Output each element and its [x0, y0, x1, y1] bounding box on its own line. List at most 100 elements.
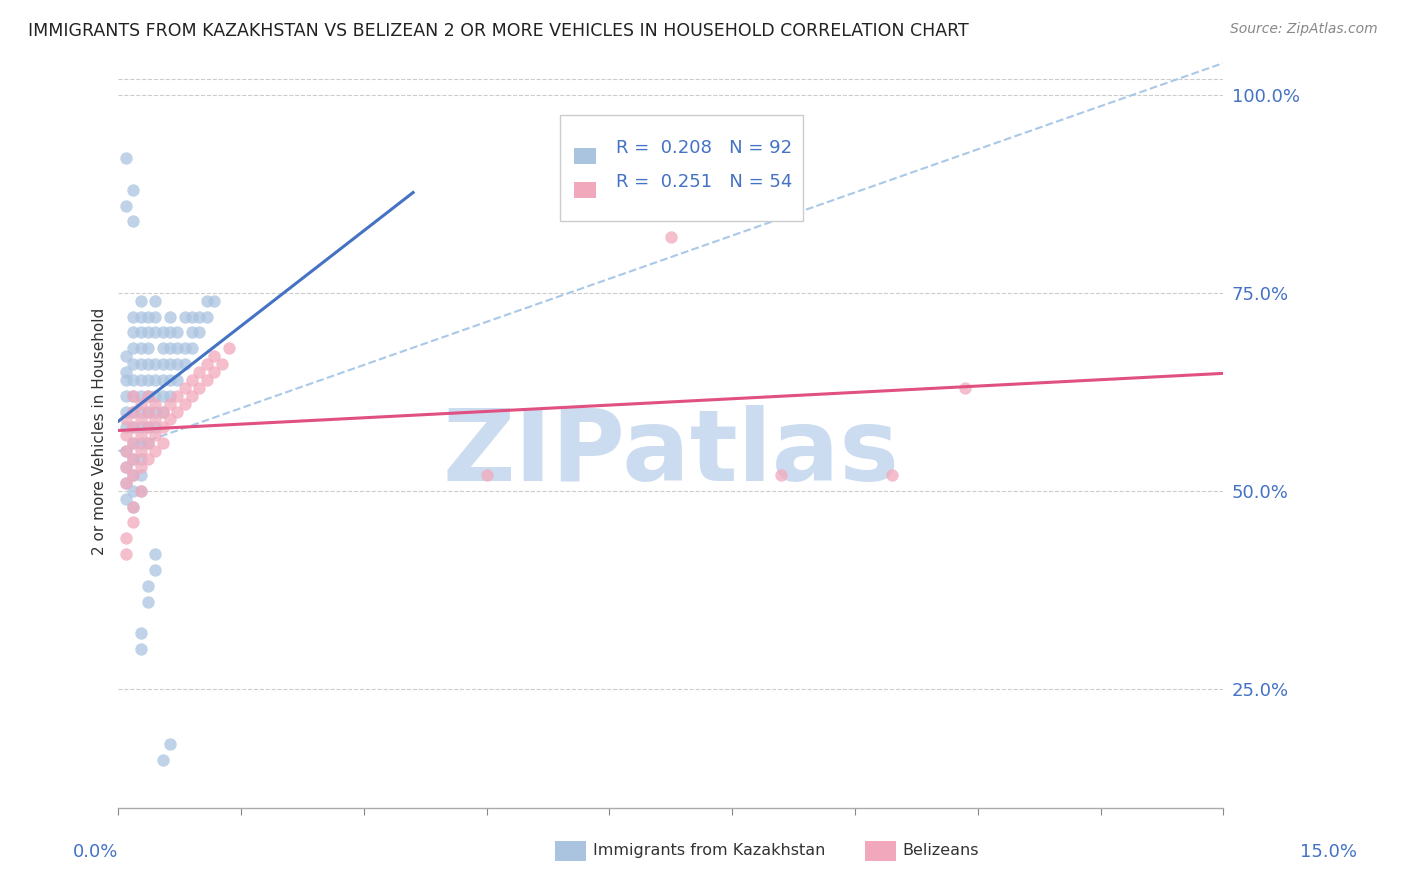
- Point: [122, 404, 145, 418]
- Point: [114, 373, 136, 387]
- Y-axis label: 2 or more Vehicles in Household: 2 or more Vehicles in Household: [93, 308, 107, 555]
- Point: [181, 373, 204, 387]
- Point: [195, 310, 218, 324]
- Point: [152, 753, 174, 767]
- Text: 15.0%: 15.0%: [1301, 843, 1357, 861]
- Point: [195, 357, 218, 371]
- Point: [136, 341, 159, 355]
- Point: [114, 475, 136, 490]
- Point: [202, 349, 225, 363]
- Point: [122, 467, 145, 482]
- Point: [166, 389, 188, 403]
- Point: [143, 547, 166, 561]
- Point: [159, 397, 181, 411]
- Point: [129, 483, 152, 498]
- Point: [136, 420, 159, 434]
- Point: [143, 357, 166, 371]
- Point: [136, 452, 159, 467]
- Point: [143, 420, 166, 434]
- Point: [114, 404, 136, 418]
- Point: [129, 642, 152, 657]
- Point: [136, 389, 159, 403]
- Point: [114, 444, 136, 458]
- Point: [195, 373, 218, 387]
- Point: [136, 357, 159, 371]
- Point: [880, 467, 903, 482]
- Point: [143, 293, 166, 308]
- Point: [114, 151, 136, 165]
- Point: [122, 483, 145, 498]
- Point: [122, 467, 145, 482]
- Point: [136, 420, 159, 434]
- Point: [136, 579, 159, 593]
- Point: [659, 230, 682, 244]
- Point: [181, 310, 204, 324]
- Point: [152, 420, 174, 434]
- Point: [122, 500, 145, 514]
- Point: [122, 452, 145, 467]
- Point: [114, 531, 136, 545]
- Point: [129, 460, 152, 475]
- Point: [173, 381, 195, 395]
- Point: [143, 444, 166, 458]
- Point: [129, 326, 152, 340]
- Point: [129, 626, 152, 640]
- Point: [122, 389, 145, 403]
- Point: [159, 737, 181, 751]
- Point: [114, 460, 136, 475]
- Point: [122, 436, 145, 450]
- Point: [159, 373, 181, 387]
- Point: [114, 420, 136, 434]
- FancyBboxPatch shape: [574, 182, 596, 198]
- Point: [114, 199, 136, 213]
- Point: [122, 436, 145, 450]
- Point: [129, 412, 152, 426]
- Point: [143, 326, 166, 340]
- Point: [173, 357, 195, 371]
- Point: [159, 310, 181, 324]
- Point: [181, 326, 204, 340]
- Point: [122, 326, 145, 340]
- Point: [129, 428, 152, 442]
- Point: [770, 467, 793, 482]
- Text: ZIPatlas: ZIPatlas: [443, 406, 900, 502]
- FancyBboxPatch shape: [561, 115, 803, 220]
- Point: [136, 436, 159, 450]
- Point: [114, 444, 136, 458]
- Point: [152, 404, 174, 418]
- Point: [173, 341, 195, 355]
- Point: [143, 397, 166, 411]
- Point: [129, 357, 152, 371]
- Text: Immigrants from Kazakhstan: Immigrants from Kazakhstan: [593, 844, 825, 858]
- Point: [152, 357, 174, 371]
- Point: [136, 595, 159, 609]
- Point: [152, 436, 174, 450]
- Point: [152, 341, 174, 355]
- Point: [129, 373, 152, 387]
- Point: [166, 404, 188, 418]
- Point: [122, 373, 145, 387]
- Point: [188, 365, 211, 379]
- Point: [122, 389, 145, 403]
- Point: [136, 404, 159, 418]
- Point: [114, 389, 136, 403]
- Point: [114, 475, 136, 490]
- Point: [114, 428, 136, 442]
- Point: [195, 293, 218, 308]
- Point: [188, 310, 211, 324]
- Point: [143, 412, 166, 426]
- Point: [136, 436, 159, 450]
- Text: 0.0%: 0.0%: [73, 843, 118, 861]
- Point: [122, 516, 145, 530]
- Point: [122, 420, 145, 434]
- Point: [152, 373, 174, 387]
- Point: [211, 357, 233, 371]
- Point: [129, 293, 152, 308]
- Point: [143, 389, 166, 403]
- Point: [475, 467, 498, 482]
- Point: [129, 436, 152, 450]
- Point: [159, 389, 181, 403]
- Point: [129, 389, 152, 403]
- Point: [143, 563, 166, 577]
- FancyBboxPatch shape: [574, 148, 596, 164]
